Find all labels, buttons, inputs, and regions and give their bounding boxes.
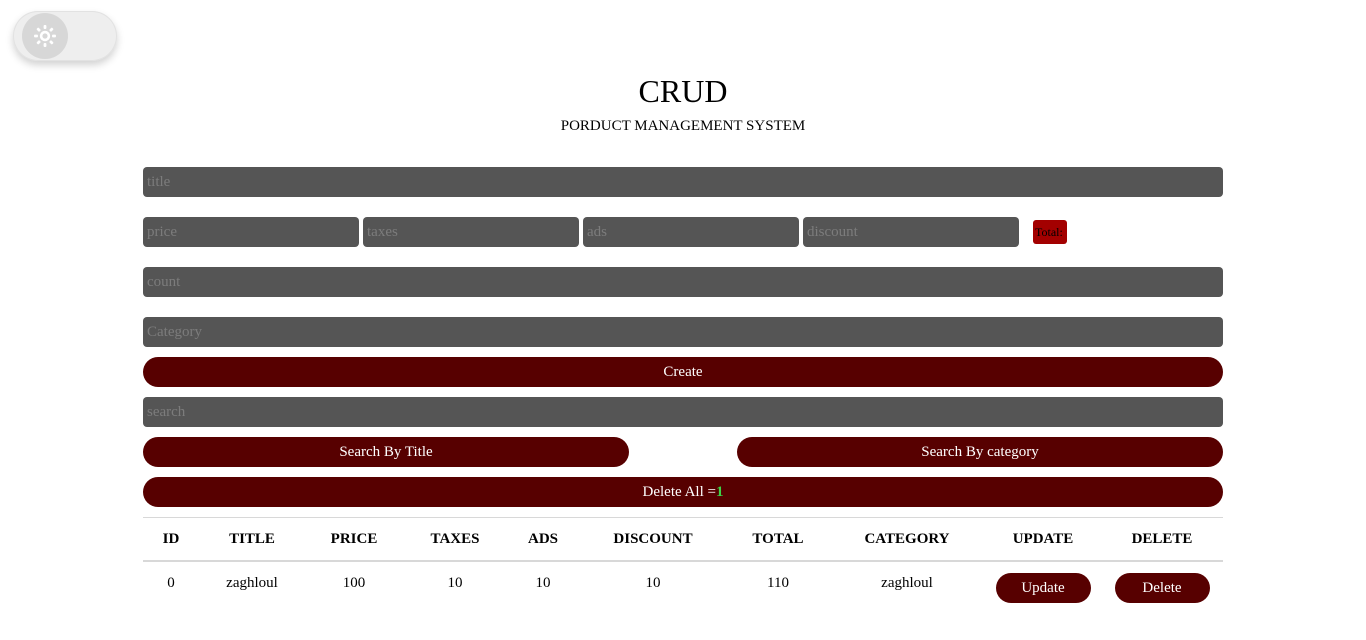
delete-all-count: 1 [715, 484, 724, 500]
sun-icon [34, 25, 56, 47]
products-table: ID TITLE PRICE TAXES ADS DISCOUNT TOTAL … [143, 517, 1223, 604]
cell-update: Update [985, 561, 1101, 604]
table-row: 0 zaghloul 100 10 10 10 110 zaghloul Upd… [143, 561, 1223, 604]
page-subtitle: PORDUCT MANAGEMENT SYSTEM [560, 118, 806, 134]
ads-input[interactable] [583, 217, 799, 247]
toggle-knob[interactable] [22, 13, 68, 59]
header-delete: DELETE [1131, 530, 1193, 547]
search-by-title-button[interactable]: Search By Title [143, 437, 629, 467]
header-ads: ADS [527, 530, 558, 547]
total-badge: Total: [1033, 220, 1067, 244]
category-input[interactable] [143, 317, 1223, 347]
title-input[interactable] [143, 167, 1223, 197]
search-input[interactable] [143, 397, 1223, 427]
cell-ads: 10 [535, 574, 551, 591]
count-input[interactable] [143, 267, 1223, 297]
delete-button[interactable]: Delete [1114, 573, 1210, 603]
cell-total: 110 [767, 574, 789, 591]
theme-toggle[interactable] [13, 11, 117, 61]
header-discount: DISCOUNT [613, 530, 693, 547]
header-category: CATEGORY [864, 530, 950, 547]
page-title: CRUD [638, 73, 728, 109]
header-title: TITLE [229, 530, 275, 547]
delete-all-button[interactable]: Delete All =1 [143, 477, 1223, 507]
taxes-input[interactable] [363, 217, 579, 247]
price-input[interactable] [143, 217, 359, 247]
header: CRUD PORDUCT MANAGEMENT SYSTEM [0, 72, 1366, 135]
discount-input[interactable] [803, 217, 1019, 247]
header-id: ID [162, 530, 180, 547]
cell-taxes: 10 [447, 574, 463, 591]
crud-form: Total: Create Search By Title Search By … [143, 167, 1223, 604]
search-buttons: Search By Title Search By category [143, 437, 1223, 467]
header-total: TOTAL [752, 530, 804, 547]
cell-price: 100 [342, 574, 366, 591]
cell-id: 0 [167, 574, 175, 591]
table-header-row: ID TITLE PRICE TAXES ADS DISCOUNT TOTAL … [143, 517, 1223, 561]
delete-all-label: Delete All = [642, 484, 716, 500]
cell-delete: Delete [1101, 561, 1223, 604]
cell-title: zaghloul [226, 574, 278, 591]
search-by-category-button[interactable]: Search By category [737, 437, 1223, 467]
cell-discount: 10 [645, 574, 661, 591]
header-taxes: TAXES [430, 530, 480, 547]
cell-category: zaghloul [881, 574, 933, 591]
header-price: PRICE [330, 530, 378, 547]
create-button[interactable]: Create [143, 357, 1223, 387]
price-row: Total: [143, 217, 1223, 247]
header-update: UPDATE [1012, 530, 1074, 547]
update-button[interactable]: Update [995, 573, 1091, 603]
